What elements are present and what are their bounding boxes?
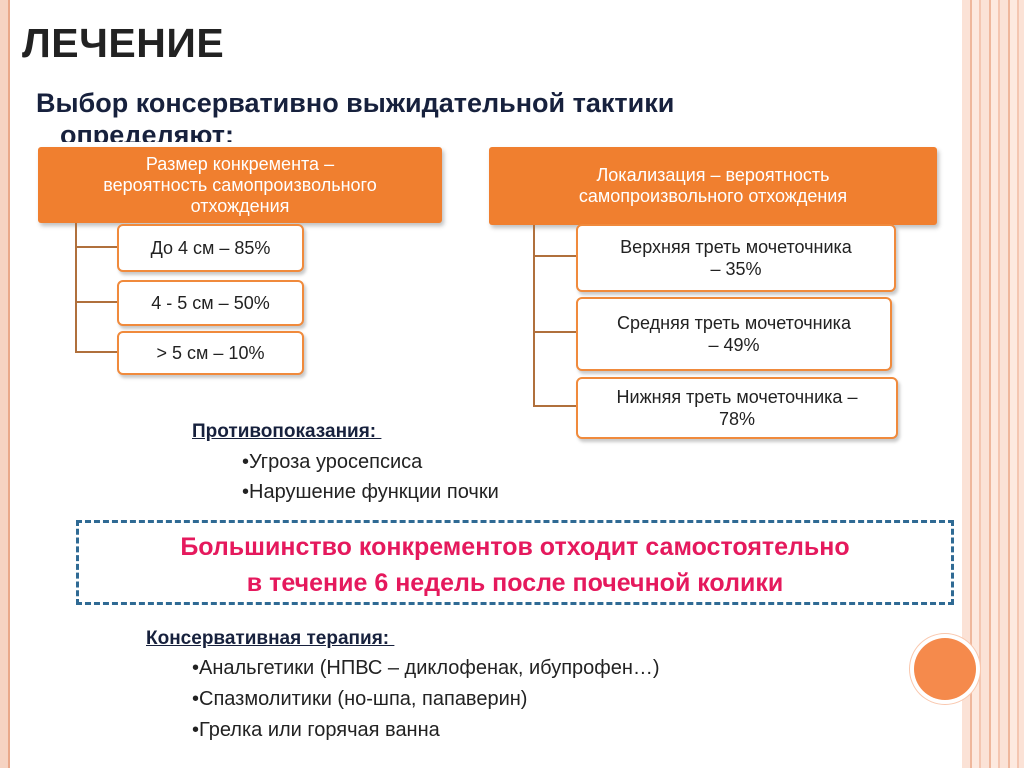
therapy-analgesics: •Анальгетики (НПВС – диклофенак, ибупроф… (192, 657, 660, 679)
middle-third-line-1: Средняя треть мочеточника (617, 313, 851, 333)
size-probability-header: Размер конкремента – вероятность самопро… (38, 147, 442, 223)
size-header-line-3: отхождения (190, 195, 290, 216)
upper-third-line-2: – 35% (710, 259, 762, 279)
upper-third-ureter-item: Верхняя треть мочеточника – 35% (576, 224, 896, 292)
localization-probability-header: Локализация – вероятность самопроизвольн… (489, 147, 937, 225)
left-tree-connector-vertical (75, 223, 77, 353)
highlight-dashed-box (76, 520, 954, 605)
left-tree-connector-2 (75, 301, 117, 303)
right-tree-connector-vertical (533, 225, 535, 407)
therapy-spasmolytics: •Спазмолитики (но-шпа, папаверин) (192, 688, 528, 710)
size-header-line-2: вероятность самопроизвольного (103, 174, 377, 195)
right-tree-connector-2 (533, 331, 576, 333)
size-item-4-5cm: 4 - 5 см – 50% (117, 280, 304, 326)
contraindications-heading: Противопоказания: (192, 421, 382, 442)
therapy-heat: •Грелка или горячая ванна (192, 719, 440, 741)
left-tree-connector-3 (75, 351, 117, 353)
left-frame-border (0, 0, 10, 768)
right-tree-connector-3 (533, 405, 576, 407)
contraindication-urosepsis: •Угроза уросепсиса (242, 451, 423, 473)
lower-third-line-1: Нижняя треть мочеточника – (616, 387, 858, 407)
right-tree-connector-1 (533, 255, 576, 257)
size-header-line-1: Размер конкремента – (145, 153, 335, 174)
lower-third-ureter-item: Нижняя треть мочеточника – 78% (576, 377, 898, 439)
slide-subtitle-continuation: определяют: (60, 120, 234, 142)
middle-third-line-2: – 49% (708, 335, 760, 355)
conservative-therapy-heading: Консервативная терапия: (146, 628, 395, 649)
left-tree-connector-1 (75, 246, 117, 248)
localization-header-line-2: самопроизвольного отхождения (578, 186, 848, 206)
upper-third-line-1: Верхняя треть мочеточника (620, 237, 852, 257)
size-item-over-5cm: > 5 см – 10% (117, 331, 304, 375)
middle-third-ureter-item: Средняя треть мочеточника – 49% (576, 297, 892, 371)
contraindication-kidney-function: •Нарушение функции почки (242, 481, 499, 503)
localization-header-line-1: Локализация – вероятность (596, 165, 830, 185)
decorative-orange-circle (914, 638, 976, 700)
lower-third-line-2: 78% (718, 409, 756, 429)
highlight-line-1: Большинство конкрементов отходит самосто… (180, 533, 850, 561)
slide-title: ЛЕЧЕНИЕ (22, 20, 225, 66)
size-item-under-4cm: До 4 см – 85% (117, 224, 304, 272)
highlight-line-2: в течение 6 недель после почечной колики (246, 569, 784, 597)
slide-subtitle: Выбор консервативно выжидательной тактик… (36, 88, 675, 118)
right-decorative-stripes (962, 0, 1024, 768)
